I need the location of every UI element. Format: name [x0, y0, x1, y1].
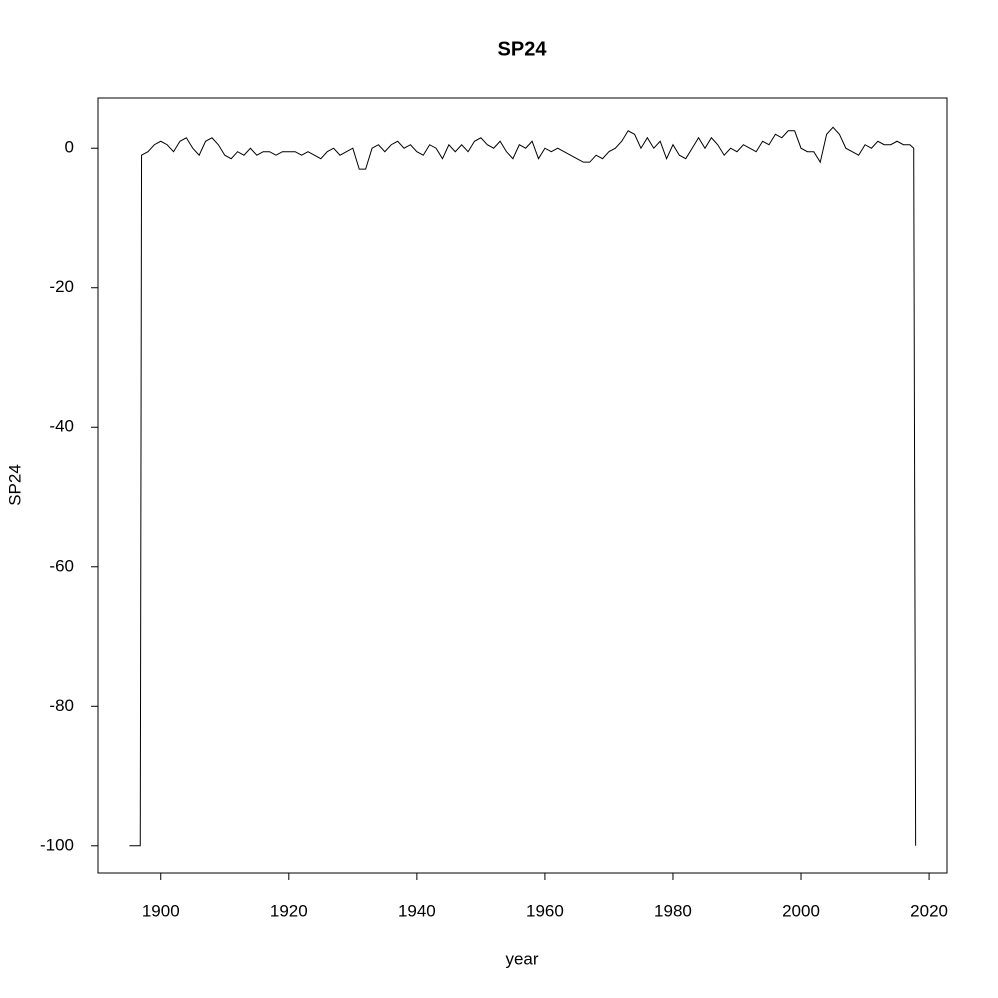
- x-tick-label: 1940: [398, 901, 436, 920]
- x-tick-label: 2020: [910, 901, 948, 920]
- y-axis-label: SP24: [5, 464, 24, 506]
- x-tick-label: 1920: [270, 901, 308, 920]
- y-tick-label: -40: [49, 417, 74, 436]
- plot-box: [97, 97, 948, 874]
- y-tick-label: -60: [49, 556, 74, 575]
- data-line: [129, 126, 917, 847]
- x-axis-label: year: [505, 949, 538, 968]
- x-tick-label: 1900: [142, 901, 180, 920]
- y-tick-label: -80: [49, 696, 74, 715]
- y-tick-label: -100: [40, 835, 74, 854]
- chart-title: SP24: [498, 38, 548, 60]
- x-tick-label: 2000: [782, 901, 820, 920]
- x-tick-label: 1980: [654, 901, 692, 920]
- x-tick-label: 1960: [526, 901, 564, 920]
- y-tick-label: 0: [65, 138, 74, 157]
- y-tick-label: -20: [49, 277, 74, 296]
